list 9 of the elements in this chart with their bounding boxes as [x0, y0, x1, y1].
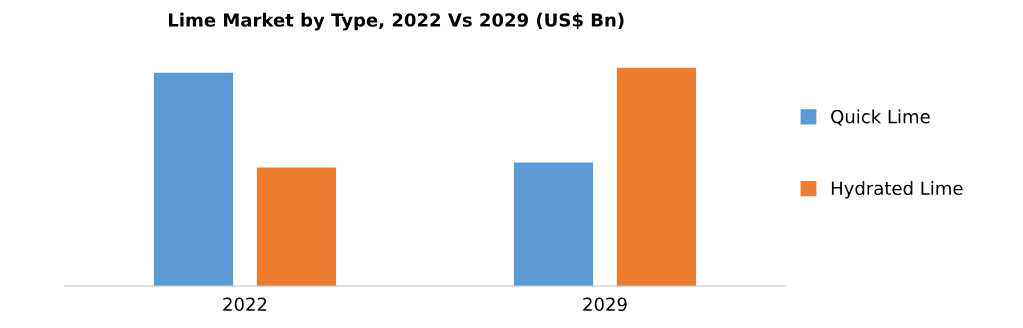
x-tick-label: 2022 [223, 297, 267, 312]
x-tick-label: 2029 [583, 297, 627, 312]
bar [256, 167, 337, 286]
legend-label: Hydrated Lime [831, 181, 963, 199]
legend-label: Quick Lime [831, 109, 930, 126]
chart-title: Lime Market by Type, 2022 Vs 2029 (US$ Bn) [168, 12, 624, 31]
bar [513, 162, 594, 286]
bar [616, 67, 697, 286]
bar [153, 72, 234, 286]
